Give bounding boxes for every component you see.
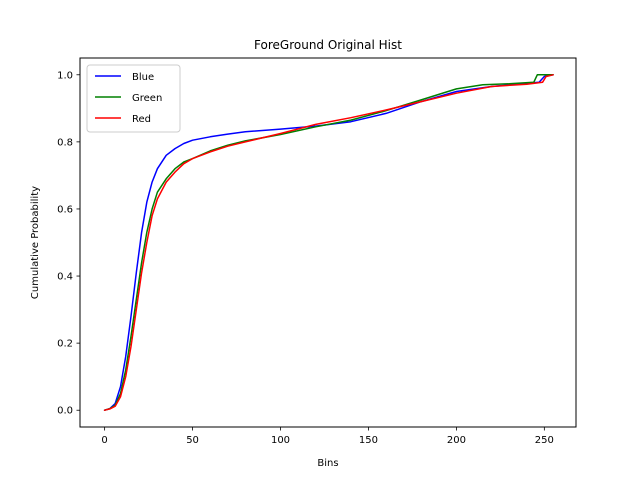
legend-label-blue: Blue	[132, 72, 154, 83]
legend-box	[86, 64, 181, 133]
y-axis-label: Cumulative Probability	[30, 186, 41, 299]
legend: Blue Green Red	[86, 64, 181, 133]
axes-frame	[79, 57, 577, 428]
x-tick-label: 200	[447, 435, 466, 446]
y-tick-label: 0.4	[57, 272, 73, 283]
y-tick-label: 0.8	[57, 137, 73, 148]
y-tick-label: 0.0	[57, 406, 73, 417]
y-tick-label: 0.6	[57, 204, 73, 215]
x-tick-label: 50	[186, 435, 199, 446]
x-axis: 0 50 100 150 200 250	[101, 427, 554, 446]
x-axis-label: Bins	[317, 458, 338, 469]
series-line-red	[103, 74, 554, 411]
x-tick-label: 100	[271, 435, 290, 446]
x-tick-label: 150	[359, 435, 378, 446]
x-tick-label: 0	[101, 435, 107, 446]
y-axis: 0.0 0.2 0.4 0.6 0.8 1.0	[57, 70, 80, 417]
x-tick-label: 250	[535, 435, 554, 446]
chart-title: ForeGround Original Hist	[254, 38, 402, 52]
series-line-blue	[103, 74, 554, 411]
y-tick-label: 0.2	[57, 339, 73, 350]
legend-label-green: Green	[132, 93, 162, 104]
series-group	[103, 74, 554, 411]
legend-label-red: Red	[132, 114, 151, 125]
y-tick-label: 1.0	[57, 70, 73, 81]
